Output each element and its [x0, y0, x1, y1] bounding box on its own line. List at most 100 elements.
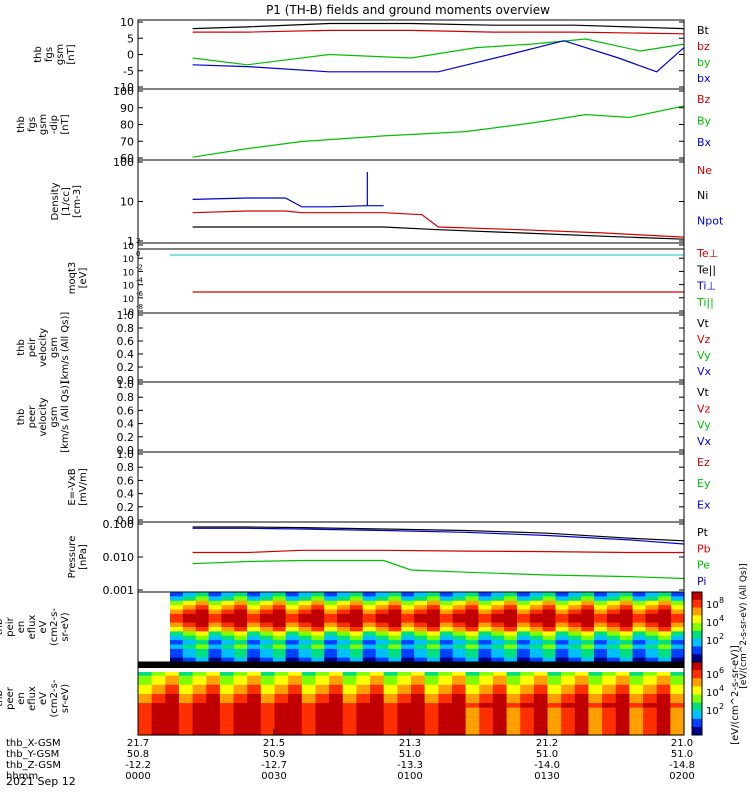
- heatmap-cell: [574, 698, 590, 704]
- heatmap-cell: [151, 675, 166, 681]
- heatmap-cell: [182, 618, 197, 624]
- heatmap-cell: [479, 684, 494, 690]
- heatmap-cell: [301, 680, 317, 686]
- heatmap-cell: [414, 644, 428, 650]
- heatmap-cell: [619, 622, 634, 628]
- heatmap-cell: [411, 721, 426, 727]
- heatmap-cell: [451, 680, 467, 686]
- heatmap-cell: [260, 725, 276, 732]
- heatmap-cell: [542, 622, 557, 628]
- heatmap-cell: [383, 680, 398, 686]
- heatmap-cell: [619, 613, 634, 619]
- heatmap-cell: [311, 640, 325, 646]
- heatmap-cell: [178, 703, 194, 709]
- heatmap-cell: [165, 684, 180, 690]
- heatmap-cell: [520, 684, 535, 690]
- heatmap-cell: [324, 600, 338, 606]
- heatmap-cell: [427, 640, 441, 646]
- heatmap-cell: [555, 640, 569, 646]
- heatmap-cell: [520, 680, 535, 686]
- heatmap-cell: [451, 725, 467, 732]
- heatmap-cell: [520, 693, 535, 700]
- y-tick-label: 1.0: [117, 309, 135, 322]
- heatmap-cell: [424, 671, 439, 677]
- heatmap-cell: [259, 605, 274, 611]
- heatmap-cell: [170, 609, 184, 615]
- heatmap-cell: [594, 592, 608, 597]
- heatmap-cell: [542, 609, 557, 615]
- heatmap-cell: [401, 618, 415, 624]
- heatmap-cell: [370, 680, 385, 686]
- heatmap-cell: [574, 680, 590, 686]
- heatmap-cell: [383, 725, 398, 732]
- heatmap-cell: [288, 689, 303, 695]
- y-axis-label-line: peir: [5, 616, 16, 636]
- heatmap-cell: [491, 631, 505, 637]
- heatmap-cell: [260, 680, 276, 686]
- heatmap-cell: [506, 680, 521, 686]
- heatmap-cell: [208, 605, 222, 611]
- heatmap-cell: [401, 657, 415, 663]
- heatmap-cell: [233, 689, 248, 695]
- heatmap-cell: [233, 675, 248, 681]
- y-axis-label-line: eflux: [27, 615, 38, 640]
- heatmap-cell: [178, 689, 194, 695]
- heatmap-cell: [234, 648, 248, 654]
- heatmap-cell: [170, 592, 184, 597]
- heatmap-cell: [414, 657, 428, 663]
- heatmap-cell: [329, 671, 344, 677]
- heatmap-cell: [581, 644, 595, 650]
- heatmap-cell: [401, 631, 415, 637]
- colorbar-label-2: [eV/(cm^2-s-sr-eV) (All Qs)]: [739, 563, 749, 688]
- heatmap-cell: [547, 730, 562, 736]
- heatmap-cell: [439, 640, 454, 646]
- heatmap-cell: [671, 640, 685, 646]
- heatmap-cell: [397, 725, 412, 732]
- heatmap-cell: [492, 707, 508, 713]
- heatmap-cell: [375, 618, 390, 624]
- heatmap-cell: [581, 631, 595, 637]
- heatmap-cell: [349, 627, 364, 632]
- colorbar-segment: [692, 662, 702, 671]
- heatmap-cell: [383, 684, 398, 690]
- heatmap-cell: [247, 657, 261, 663]
- heatmap-cell: [478, 627, 492, 632]
- heatmap-cell: [568, 627, 582, 632]
- heatmap-cell: [478, 657, 492, 663]
- heatmap-cell: [439, 631, 454, 637]
- heatmap-cell: [542, 592, 557, 597]
- y-axis-label: E=-VxB [mV/m]: [67, 468, 89, 506]
- heatmap-cell: [274, 671, 289, 677]
- heatmap-cell: [479, 675, 494, 681]
- heatmap-cell: [670, 675, 685, 681]
- heatmap-cell: [329, 675, 344, 681]
- heatmap-cell: [208, 635, 222, 641]
- heatmap-cell: [516, 622, 531, 628]
- heatmap-cell: [504, 657, 518, 663]
- heatmap-cell: [192, 675, 207, 681]
- heatmap-cell: [219, 684, 235, 690]
- heatmap-cell: [206, 675, 221, 681]
- heatmap-cell: [492, 689, 508, 695]
- heatmap-cell: [645, 648, 659, 654]
- heatmap-cell: [465, 693, 480, 700]
- heatmap-cell: [629, 698, 644, 704]
- heatmap-cell: [349, 613, 364, 619]
- heatmap-cell: [206, 716, 221, 722]
- heatmap-cell: [165, 671, 180, 677]
- heatmap-cell: [542, 627, 557, 632]
- heatmap-cell: [645, 622, 659, 628]
- heatmap-cell: [301, 712, 317, 718]
- heatmap-cell: [337, 648, 351, 654]
- heatmap-cell: [182, 592, 197, 597]
- heatmap-cell: [465, 648, 479, 654]
- heatmap-cell: [588, 703, 603, 709]
- heatmap-cell: [594, 653, 608, 659]
- y-axis-label-line: [nT]: [60, 114, 71, 134]
- heatmap-cell: [632, 596, 647, 602]
- heatmap-cell: [670, 725, 685, 732]
- heatmap-cell: [151, 671, 166, 677]
- heatmap-cell: [594, 609, 608, 615]
- y-tick-label: 100: [113, 85, 134, 98]
- heatmap-cell: [247, 592, 261, 597]
